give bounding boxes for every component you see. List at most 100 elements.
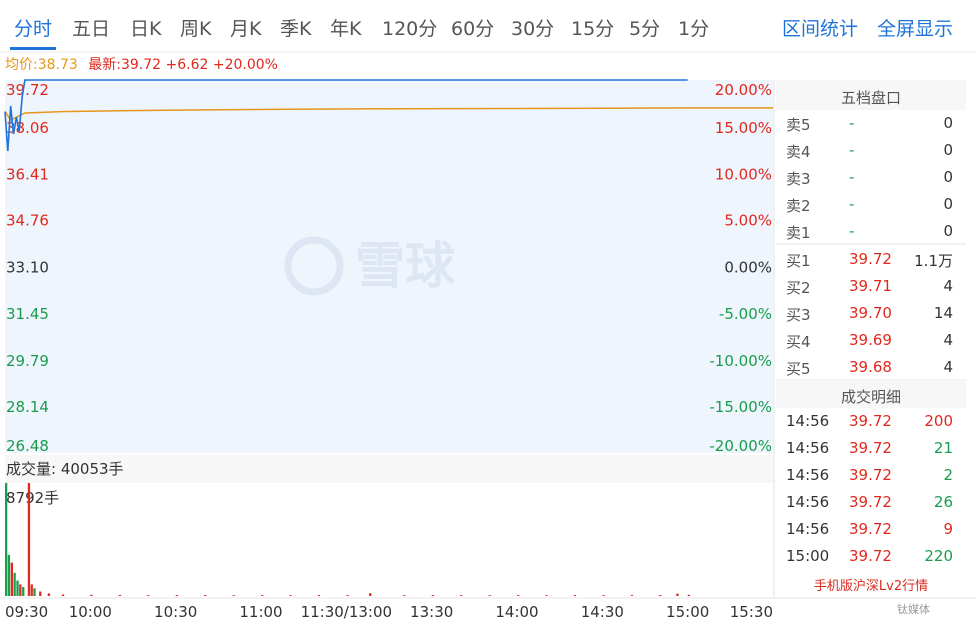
volume-bar bbox=[431, 595, 434, 596]
x-tick-label: 13:30 bbox=[410, 603, 453, 621]
tab-daily-k[interactable]: 日K bbox=[130, 18, 162, 40]
sell-level-price: - bbox=[849, 222, 855, 240]
interval-stats-link[interactable]: 区间统计 bbox=[782, 18, 859, 40]
volume-bar bbox=[630, 595, 634, 596]
watermark-icon bbox=[284, 236, 344, 296]
avg-price: 均价:38.73 bbox=[5, 57, 78, 73]
y-tick-price: 39.72 bbox=[6, 81, 49, 99]
buy-level-label: 买2 bbox=[786, 279, 811, 297]
tab-15min[interactable]: 15分 bbox=[571, 18, 615, 40]
sell-level-volume: 0 bbox=[943, 141, 953, 159]
buy-level-price: 39.70 bbox=[849, 304, 892, 322]
trade-time: 14:56 bbox=[786, 520, 830, 538]
volume-bar bbox=[232, 595, 235, 596]
sell-level-label: 卖2 bbox=[786, 197, 811, 215]
trade-price: 39.72 bbox=[849, 466, 892, 484]
volume-bar bbox=[488, 595, 491, 596]
trade-price: 39.72 bbox=[849, 439, 892, 457]
volume-bar bbox=[204, 595, 207, 596]
tab-1min[interactable]: 1分 bbox=[678, 18, 710, 40]
buy-level-label: 买1 bbox=[786, 252, 811, 270]
volume-bar bbox=[22, 587, 25, 596]
lv2-promo-link[interactable]: 手机版沪深Lv2行情 bbox=[813, 579, 929, 594]
sell-level-price: - bbox=[849, 168, 855, 186]
volume-bar bbox=[47, 593, 50, 596]
x-tick-label: 14:00 bbox=[495, 603, 538, 621]
sell-level-volume: 0 bbox=[943, 114, 953, 132]
volume-bar bbox=[5, 483, 8, 596]
volume-bar bbox=[289, 595, 292, 596]
tab-weekly-k[interactable]: 周K bbox=[180, 18, 212, 40]
x-tick-label: 11:30/13:00 bbox=[301, 603, 393, 621]
trade-price: 39.72 bbox=[849, 547, 892, 565]
trades-title-background bbox=[776, 380, 966, 408]
sell-level-label: 卖5 bbox=[786, 116, 811, 134]
sell-level-price: - bbox=[849, 114, 855, 132]
orderbook-title-background bbox=[776, 80, 966, 110]
volume-label: 成交量: 40053手 bbox=[6, 460, 124, 478]
trade-volume: 2 bbox=[943, 466, 953, 484]
buy-level-label: 买4 bbox=[786, 333, 811, 351]
volume-bar bbox=[517, 595, 520, 596]
latest-price: 最新:39.72 +6.62 +20.00% bbox=[88, 57, 278, 73]
y-tick-percent: 0.00% bbox=[724, 259, 772, 277]
price-area-background bbox=[5, 80, 773, 453]
trades-title: 成交明细 bbox=[840, 388, 901, 406]
price-info-bar: 均价:38.73 最新:39.72 +6.62 +20.00% bbox=[5, 54, 278, 74]
x-tick-label: 15:30 bbox=[730, 603, 773, 621]
volume-bar bbox=[30, 584, 33, 596]
tab-120min[interactable]: 120分 bbox=[382, 18, 438, 40]
tab-yearly-k[interactable]: 年K bbox=[330, 18, 362, 40]
sell-level-price: - bbox=[849, 195, 855, 213]
volume-bar bbox=[61, 594, 65, 596]
volume-bar bbox=[147, 595, 150, 596]
trade-time: 14:56 bbox=[786, 439, 830, 457]
trade-price: 39.72 bbox=[849, 493, 892, 511]
tab-5min[interactable]: 5分 bbox=[629, 18, 661, 40]
volume-bar bbox=[33, 588, 36, 596]
trade-time: 14:56 bbox=[786, 466, 830, 484]
y-tick-percent: 10.00% bbox=[715, 165, 772, 183]
volume-bar bbox=[602, 595, 605, 596]
buy-level-volume: 4 bbox=[943, 331, 953, 349]
volume-label-background bbox=[5, 455, 773, 483]
volume-bar bbox=[676, 593, 679, 596]
y-tick-price: 34.76 bbox=[6, 212, 49, 230]
x-tick-label: 15:00 bbox=[666, 603, 709, 621]
volume-max-label: 8792手 bbox=[6, 489, 59, 507]
x-tick-label: 14:30 bbox=[581, 603, 624, 621]
y-tick-percent: -10.00% bbox=[709, 352, 772, 370]
sell-level-volume: 0 bbox=[943, 222, 953, 240]
volume-bar bbox=[545, 595, 548, 596]
volume-bar bbox=[369, 593, 372, 596]
volume-bar bbox=[403, 595, 406, 596]
price-line bbox=[4, 79, 688, 152]
volume-bar bbox=[10, 562, 13, 596]
buy-level-price: 39.69 bbox=[849, 331, 892, 349]
y-tick-percent: -20.00% bbox=[709, 437, 772, 455]
tab-intraday[interactable]: 分时 bbox=[14, 18, 53, 40]
period-tabs: 分时 五日 日K 周K 月K 季K 年K 120分 60分 30分 15分 5分… bbox=[0, 0, 976, 52]
orderbook-title: 五档盘口 bbox=[840, 89, 901, 107]
tab-five-day[interactable]: 五日 bbox=[72, 18, 111, 40]
trade-volume: 26 bbox=[933, 493, 953, 511]
tab-quarterly-k[interactable]: 季K bbox=[280, 18, 312, 40]
x-tick-label: 11:00 bbox=[239, 603, 282, 621]
trade-volume: 220 bbox=[924, 547, 953, 565]
tab-60min[interactable]: 60分 bbox=[451, 18, 495, 40]
volume-bar bbox=[7, 554, 11, 596]
y-tick-price: 28.14 bbox=[6, 398, 49, 416]
sell-level-label: 卖3 bbox=[786, 170, 811, 188]
tab-monthly-k[interactable]: 月K bbox=[230, 18, 262, 40]
tab-30min[interactable]: 30分 bbox=[511, 18, 555, 40]
trade-time: 14:56 bbox=[786, 412, 830, 430]
fullscreen-link[interactable]: 全屏显示 bbox=[877, 18, 954, 40]
buy-level-price: 39.72 bbox=[849, 250, 892, 268]
volume-bar bbox=[13, 572, 16, 596]
y-tick-percent: -5.00% bbox=[719, 305, 772, 323]
volume-bar bbox=[261, 595, 264, 596]
y-tick-percent: 15.00% bbox=[715, 119, 772, 137]
sell-level-volume: 0 bbox=[943, 168, 953, 186]
volume-bar bbox=[39, 591, 42, 596]
